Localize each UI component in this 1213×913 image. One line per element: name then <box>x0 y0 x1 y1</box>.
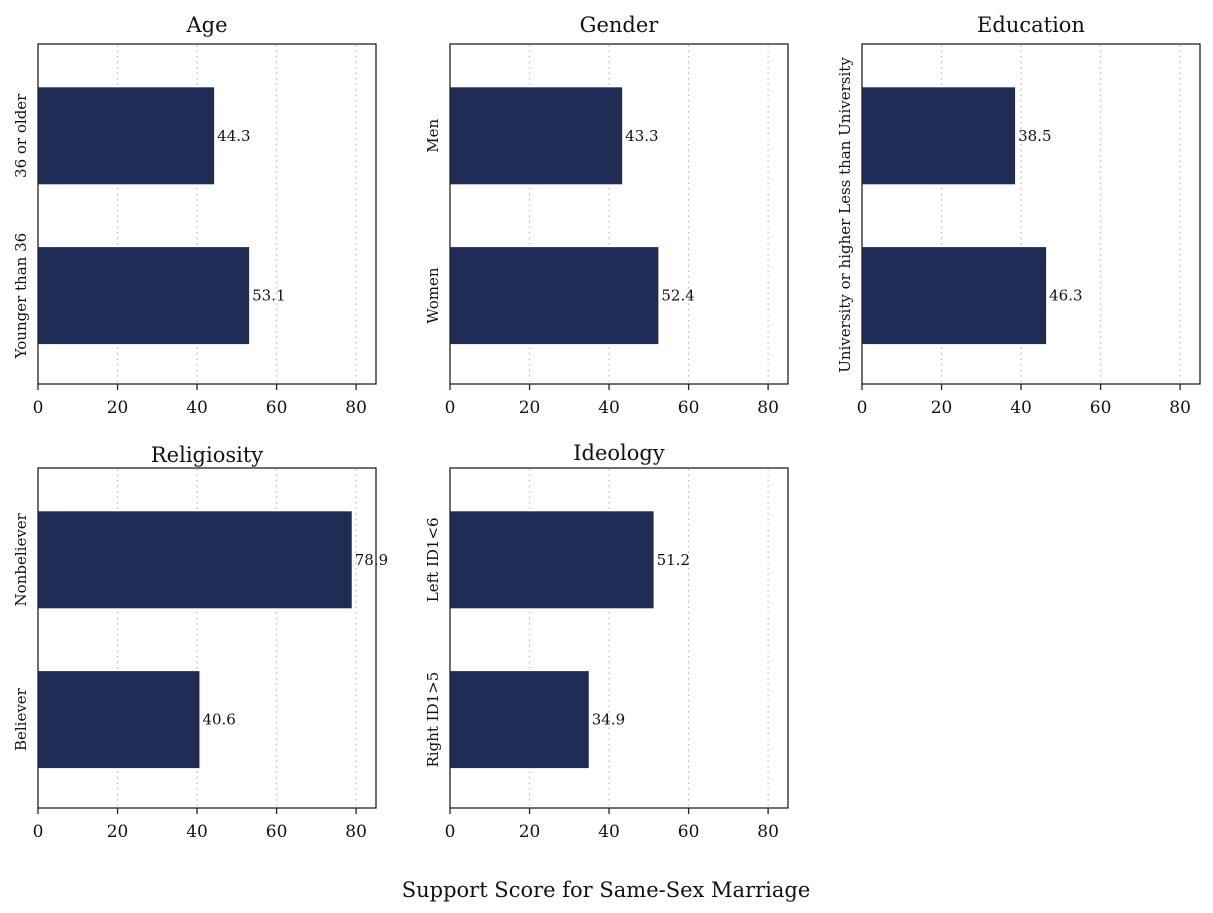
bar <box>450 671 589 769</box>
value-label: 52.4 <box>661 287 694 305</box>
category-label: 36 or older <box>12 93 30 178</box>
x-tick-label: 80 <box>345 398 367 418</box>
bar <box>38 87 215 185</box>
plot-frame <box>449 467 789 809</box>
x-tick-label: 0 <box>445 822 456 842</box>
x-tick-label: 20 <box>107 398 129 418</box>
value-label: 44.3 <box>217 127 250 145</box>
value-label: 51.2 <box>657 551 690 569</box>
category-label-group: University or higher Less than Universit… <box>836 57 854 373</box>
panel-title: Gender <box>580 13 660 37</box>
x-axis-title: Support Score for Same-Sex Marriage <box>402 878 811 902</box>
x-tick-label: 0 <box>33 398 44 418</box>
category-label: Left ID1<6 <box>424 517 442 602</box>
value-label: 43.3 <box>625 127 658 145</box>
x-tick-label: 40 <box>1010 398 1032 418</box>
x-tick-label: 60 <box>266 822 288 842</box>
plot-frame <box>37 43 377 385</box>
panels-group: Age 44.3 53.1 36 or older Younger than 36 0 20… <box>12 13 1201 842</box>
x-tick-label: 20 <box>519 822 541 842</box>
value-label: 46.3 <box>1049 287 1082 305</box>
panel-ideology: Ideology 51.2 34.9 Left ID1<6 Right ID1>5 0 20… <box>424 441 789 842</box>
x-tick-label: 40 <box>598 398 620 418</box>
x-tick-label: 40 <box>186 398 208 418</box>
x-tick-label: 0 <box>33 822 44 842</box>
category-label: Women <box>424 267 442 324</box>
category-label: Believer <box>12 687 30 751</box>
panel-title: Religiosity <box>151 443 263 467</box>
bar <box>450 87 623 185</box>
x-tick-label: 20 <box>931 398 953 418</box>
category-label: Younger than 36 <box>12 233 30 360</box>
category-label: University or higher <box>836 218 854 373</box>
x-tick-label: 60 <box>1090 398 1112 418</box>
bar <box>862 247 1047 345</box>
value-label: 34.9 <box>592 711 625 729</box>
x-tick-label: 80 <box>345 822 367 842</box>
plot-frame <box>37 467 377 809</box>
panel-religiosity: Religiosity 78.9 40.6 Nonbeliever Believer 0 2… <box>12 443 388 842</box>
panel-title: Age <box>185 13 227 37</box>
bar <box>38 671 200 769</box>
category-label: Right ID1>5 <box>424 672 442 768</box>
x-tick-label: 60 <box>266 398 288 418</box>
x-tick-label: 60 <box>678 398 700 418</box>
x-tick-label: 0 <box>445 398 456 418</box>
plot-frame <box>861 43 1201 385</box>
x-tick-label: 60 <box>678 822 700 842</box>
panel-title: Education <box>977 13 1085 37</box>
x-tick-label: 20 <box>519 398 541 418</box>
bar <box>450 511 654 609</box>
plot-frame <box>449 43 789 385</box>
x-tick-label: 0 <box>857 398 868 418</box>
x-tick-label: 80 <box>757 822 779 842</box>
category-label: Men <box>424 119 442 153</box>
bar <box>38 247 250 345</box>
x-tick-label: 20 <box>107 822 129 842</box>
value-label: 38.5 <box>1018 127 1051 145</box>
category-label: Nonbeliever <box>12 512 30 606</box>
x-tick-label: 40 <box>598 822 620 842</box>
value-label: 78.9 <box>355 551 388 569</box>
bar <box>38 511 352 609</box>
value-label: 40.6 <box>202 711 235 729</box>
panel-gender: Gender 43.3 52.4 Men Women 0 20 40 60 80 <box>424 13 789 418</box>
x-tick-label: 40 <box>186 822 208 842</box>
panel-title: Ideology <box>573 441 665 465</box>
x-tick-label: 80 <box>1169 398 1191 418</box>
panel-education: Education 38.5 46.3 University or higher Le… <box>836 13 1201 418</box>
category-label: Less than University <box>836 57 854 214</box>
value-label: 53.1 <box>252 287 285 305</box>
panel-age: Age 44.3 53.1 36 or older Younger than 36 0 20… <box>12 13 377 418</box>
x-tick-label: 80 <box>757 398 779 418</box>
bar <box>450 247 659 345</box>
bar <box>862 87 1016 185</box>
